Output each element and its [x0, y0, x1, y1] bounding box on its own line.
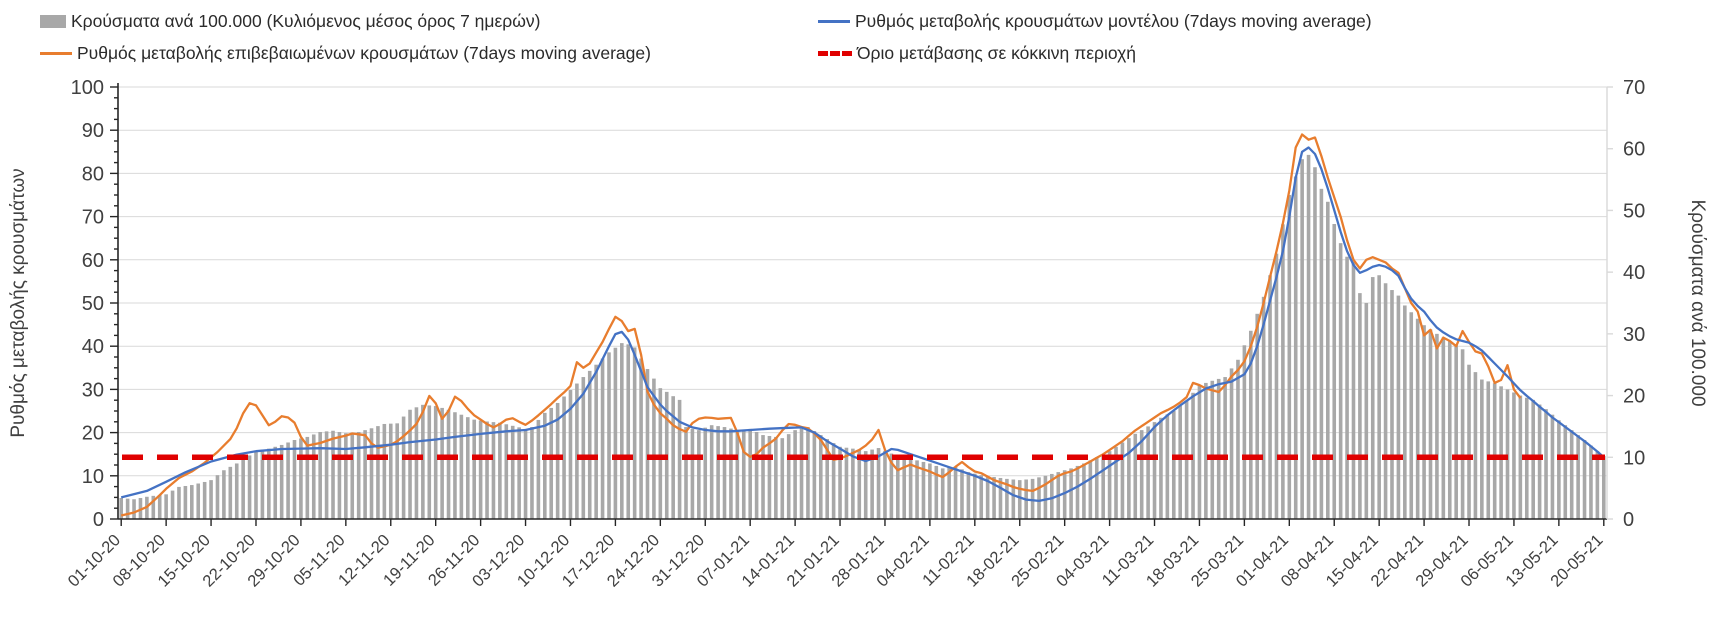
svg-text:70: 70 — [82, 207, 104, 229]
svg-text:20: 20 — [82, 423, 104, 445]
x-axis-date-labels: 01-10-2008-10-2015-10-2022-10-2029-10-20… — [65, 531, 1607, 590]
model-line-swatch-icon — [818, 20, 850, 23]
svg-text:0: 0 — [93, 509, 104, 531]
svg-text:30: 30 — [1623, 324, 1645, 346]
legend-label-model: Ρυθμός μεταβολής κρουσμάτων μοντέλου (7d… — [855, 11, 1372, 31]
svg-text:0: 0 — [1623, 509, 1634, 531]
legend-item-confirmed[interactable]: Ρυθμός μεταβολής επιβεβαιωμένων κρουσμάτ… — [40, 43, 651, 64]
left-axis-tick-labels: 0 10 20 30 40 50 60 70 80 90 100 — [71, 77, 104, 531]
svg-text:70: 70 — [1623, 77, 1645, 99]
svg-text:30: 30 — [82, 379, 104, 401]
svg-text:90: 90 — [82, 120, 104, 142]
legend-item-model[interactable]: Ρυθμός μεταβολής κρουσμάτων μοντέλου (7d… — [818, 11, 1372, 32]
confirmed-rate-line[interactable] — [120, 133, 1522, 517]
gridlines — [118, 86, 1607, 477]
svg-text:40: 40 — [1623, 262, 1645, 284]
svg-text:60: 60 — [82, 250, 104, 272]
legend-item-bars[interactable]: Κρούσματα ανά 100.000 (Κυλιόμενος μέσος … — [40, 11, 540, 32]
svg-text:80: 80 — [82, 163, 104, 185]
legend-label-threshold: Όριο μετάβασης σε κόκκινη περιοχή — [857, 43, 1137, 63]
confirmed-line-swatch-icon — [40, 52, 72, 55]
svg-text:60: 60 — [1623, 139, 1645, 161]
svg-text:40: 40 — [82, 336, 104, 358]
left-axis-title: Ρυθμός μεταβολής κρουσμάτων — [8, 168, 29, 437]
legend-item-threshold[interactable]: Όριο μετάβασης σε κόκκινη περιοχή — [818, 43, 1136, 64]
axes — [110, 83, 1613, 526]
svg-text:50: 50 — [82, 293, 104, 315]
bars-series[interactable] — [119, 154, 1606, 520]
threshold-dash-swatch-icon — [818, 51, 852, 56]
svg-text:10: 10 — [1623, 447, 1645, 469]
svg-text:50: 50 — [1623, 200, 1645, 222]
right-axis-title: Κρούσματα ανά 100.000 — [1687, 199, 1708, 406]
svg-text:20: 20 — [1623, 386, 1645, 408]
bars-swatch-icon — [40, 15, 66, 28]
legend-label-confirmed: Ρυθμός μεταβολής επιβεβαιωμένων κρουσμάτ… — [77, 43, 651, 63]
right-axis-tick-labels: 0 10 20 30 40 50 60 70 — [1623, 77, 1645, 531]
axis-titles: Ρυθμός μεταβολής κρουσμάτων Κρούσματα ανά… — [8, 168, 1708, 437]
legend-label-bars: Κρούσματα ανά 100.000 (Κυλιόμενος μέσος … — [71, 11, 541, 31]
svg-text:100: 100 — [71, 77, 104, 99]
svg-text:10: 10 — [82, 466, 104, 488]
